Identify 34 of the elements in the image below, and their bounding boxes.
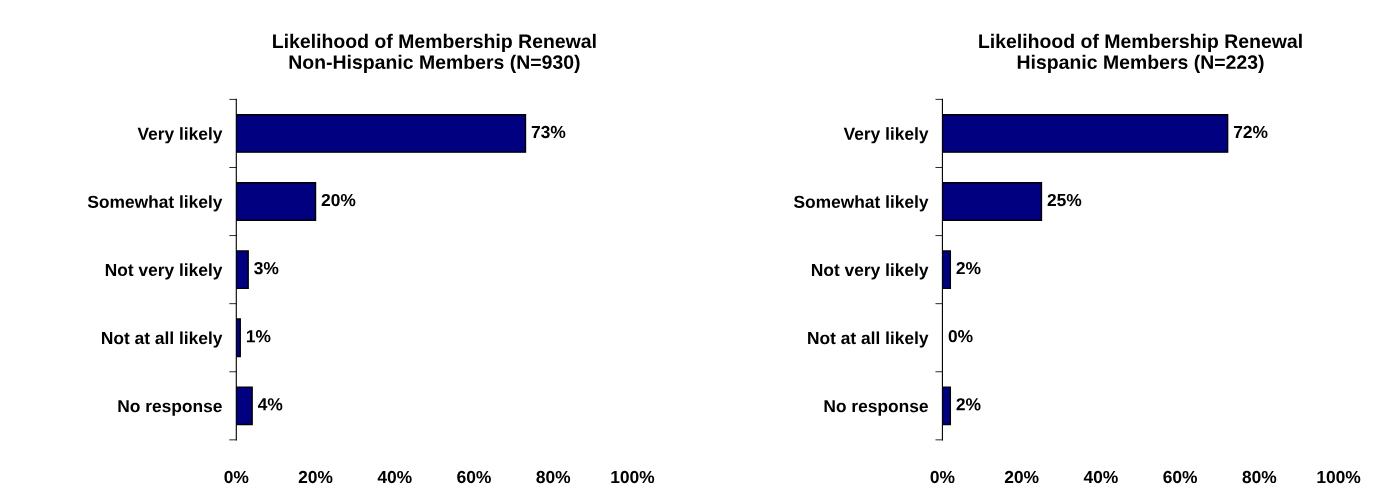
x-tick-label: 100%: [1317, 470, 1361, 484]
data-label: 4%: [257, 398, 283, 411]
x-tick-label: 80%: [536, 470, 571, 484]
data-label: 2%: [956, 398, 981, 411]
x-tick-label: 0%: [930, 470, 955, 484]
data-label: 20%: [321, 193, 356, 207]
y-tick-label: Not very likely: [105, 263, 223, 280]
x-tick-label: 40%: [1083, 470, 1118, 484]
y-tick-label: Somewhat likely: [87, 195, 223, 212]
data-label: 72%: [1233, 125, 1268, 139]
data-label: 1%: [246, 330, 271, 343]
x-tick-label: 40%: [377, 470, 412, 484]
data-label: 0%: [948, 330, 973, 343]
data-label: 3%: [254, 261, 279, 275]
y-tick-label: No response: [118, 400, 222, 416]
y-tick-label: Not at all likely: [102, 331, 223, 348]
y-tick-label: Somewhat likely: [793, 195, 929, 212]
chart-title: Likelihood of Membership Renewal Hispanic Members (N=223): [979, 33, 1302, 73]
x-tick-label: 80%: [1242, 470, 1277, 484]
data-label: 2%: [956, 261, 981, 275]
x-tick-label: 20%: [1004, 470, 1039, 484]
y-tick-label: Very likely: [843, 127, 929, 144]
data-label: 25%: [1047, 193, 1082, 207]
y-tick-label: Not very likely: [811, 263, 929, 280]
data-label: 73%: [531, 125, 566, 139]
x-tick-label: 0%: [224, 470, 249, 484]
y-tick-label: No response: [824, 400, 928, 416]
x-tick-label: 100%: [611, 470, 655, 484]
y-tick-label: Not at all likely: [808, 331, 929, 348]
x-tick-label: 20%: [298, 470, 333, 484]
x-tick-label: 60%: [457, 470, 491, 484]
y-tick-label: Very likely: [137, 127, 223, 144]
x-tick-label: 60%: [1163, 470, 1198, 484]
chart-title: Likelihood of Membership Renewal Non-Hispanic Members (N=930): [273, 33, 596, 73]
